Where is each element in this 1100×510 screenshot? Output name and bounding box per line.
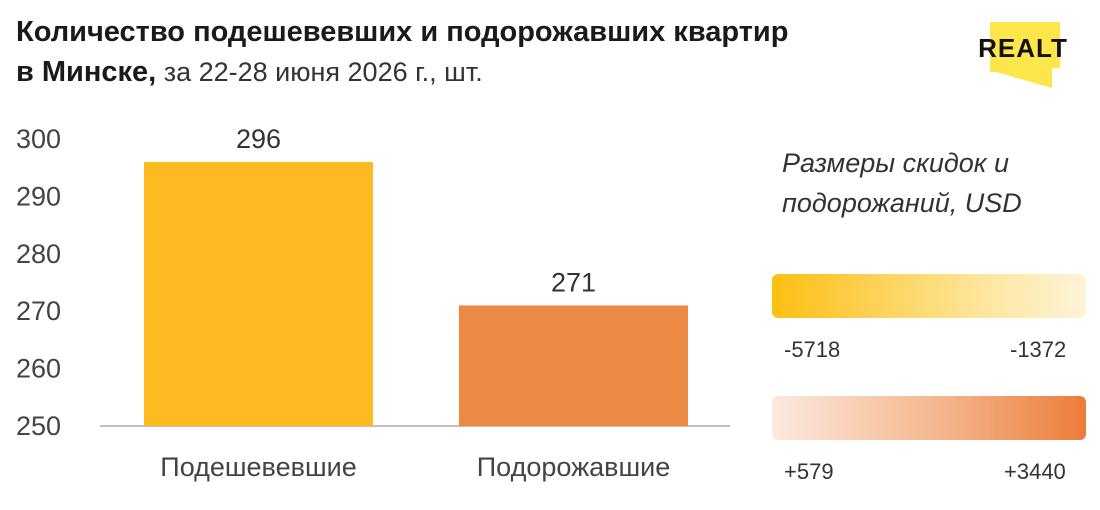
y-axis-ticks: 250 260 270 280 290 300 bbox=[16, 124, 61, 441]
legend-title: Размеры скидок и подорожаний, USD bbox=[782, 148, 1022, 218]
y-tick-label: 280 bbox=[16, 239, 61, 269]
x-category-label: Подорожавшие bbox=[477, 452, 671, 482]
title-line-1: Количество подешевевших и подорожавших к… bbox=[16, 16, 789, 48]
rise-min-label: +579 bbox=[784, 459, 834, 484]
chart-title: Количество подешевевших и подорожавших к… bbox=[16, 12, 956, 92]
discount-min-label: -5718 bbox=[784, 337, 841, 362]
realt-logo-icon: REALT bbox=[978, 22, 1068, 88]
bar-value-label: 296 bbox=[236, 124, 281, 154]
title-city: в Минске, bbox=[16, 56, 157, 88]
y-tick-label: 250 bbox=[16, 411, 61, 441]
y-tick-label: 270 bbox=[16, 296, 61, 326]
rise-max-label: +3440 bbox=[1004, 459, 1066, 484]
x-axis-labels: Подешевевшие Подорожавшие bbox=[160, 452, 670, 482]
discount-max-label: -1372 bbox=[1010, 337, 1067, 362]
x-category-label: Подешевевшие bbox=[160, 452, 356, 482]
bar-discount bbox=[144, 161, 373, 426]
y-tick-label: 260 bbox=[16, 354, 61, 384]
bar-rise bbox=[459, 305, 688, 426]
title-line-2: в Минске, за 22-28 июня 2026 г., шт. bbox=[16, 52, 956, 92]
y-tick-label: 290 bbox=[16, 181, 61, 211]
bars: 296 271 bbox=[144, 124, 688, 426]
logo-text: REALT bbox=[978, 33, 1068, 63]
y-tick-label: 300 bbox=[16, 124, 61, 154]
bar-value-label: 271 bbox=[551, 267, 596, 297]
discount-gradient bbox=[772, 274, 1086, 318]
title-period: за 22-28 июня 2026 г., шт. bbox=[156, 57, 483, 87]
rise-gradient bbox=[772, 396, 1086, 440]
